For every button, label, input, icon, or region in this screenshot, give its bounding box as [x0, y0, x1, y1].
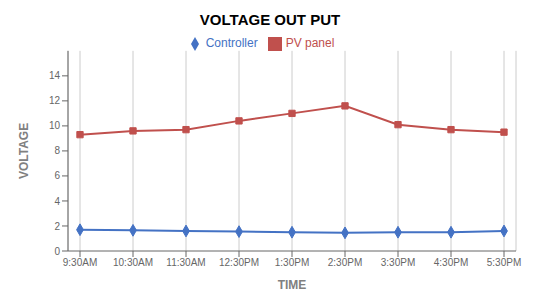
svg-text:8: 8	[54, 145, 60, 156]
svg-text:3:30PM: 3:30PM	[381, 257, 415, 268]
svg-text:2:30PM: 2:30PM	[328, 257, 362, 268]
svg-text:9:30AM: 9:30AM	[63, 257, 97, 268]
svg-text:12: 12	[49, 95, 61, 106]
svg-text:12:30PM: 12:30PM	[219, 257, 259, 268]
svg-text:6: 6	[54, 170, 60, 181]
svg-text:14: 14	[49, 70, 61, 81]
svg-text:4: 4	[54, 196, 60, 207]
svg-text:0: 0	[54, 246, 60, 257]
svg-text:11:30AM: 11:30AM	[166, 257, 205, 268]
svg-text:VOLTAGE: VOLTAGE	[17, 123, 31, 179]
html-text:Controller: Controller	[205, 36, 258, 50]
svg-text:10: 10	[49, 120, 61, 131]
html-text:VOLTAGE OUT PUT: VOLTAGE OUT PUT	[199, 11, 341, 28]
svg-text:TIME: TIME	[278, 278, 307, 292]
svg-text:10:30AM: 10:30AM	[113, 257, 153, 268]
html-text:PV panel: PV panel	[285, 36, 335, 50]
svg-text:1:30PM: 1:30PM	[275, 257, 309, 268]
svg-text:4:30PM: 4:30PM	[434, 257, 468, 268]
svg-text:2: 2	[54, 221, 60, 232]
svg-text:5:30PM: 5:30PM	[487, 257, 521, 268]
